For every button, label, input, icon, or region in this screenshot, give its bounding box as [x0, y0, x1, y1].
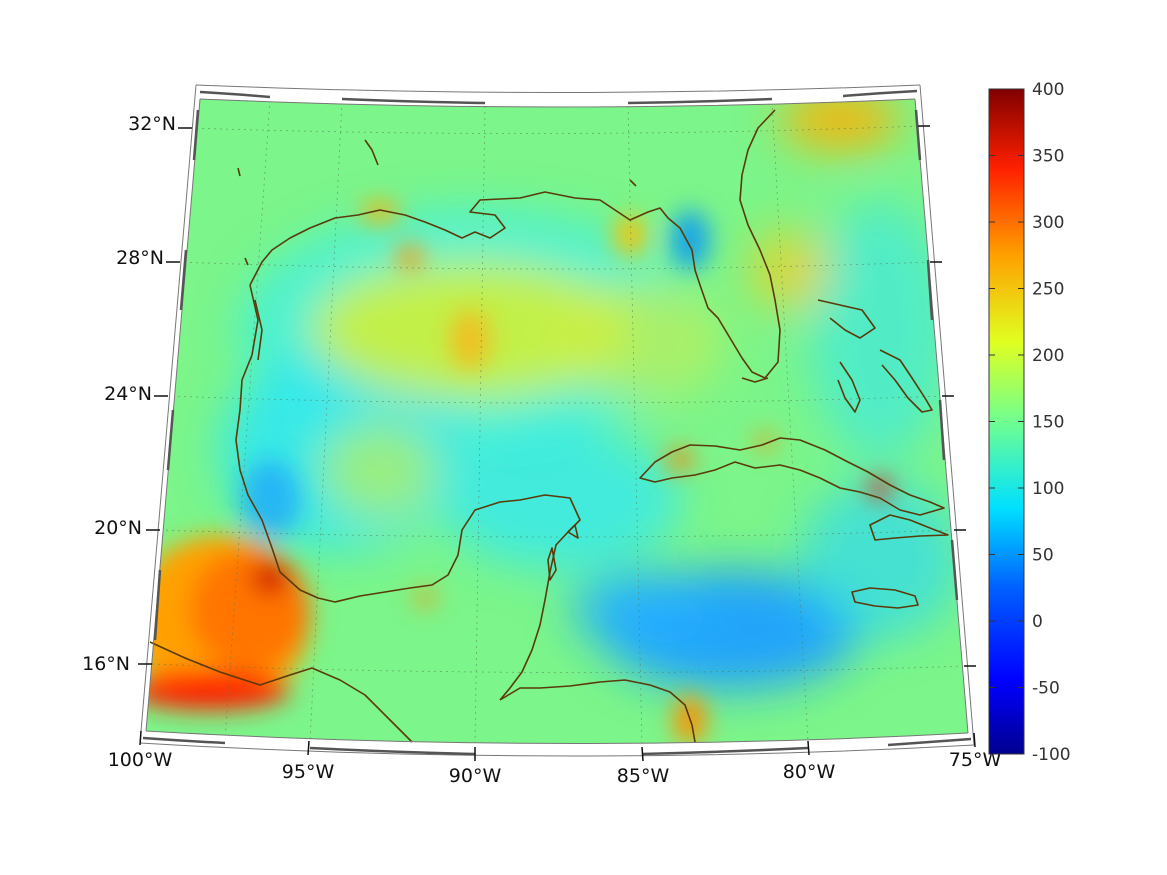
colorbar-label: 200 — [1032, 346, 1064, 366]
colorbar-labels: 400 350 300 250 200 150 100 50 0 -50 -100 — [1032, 80, 1071, 765]
tamaulipas-lagoon — [254, 299, 263, 361]
hispaniola — [869, 514, 949, 541]
lon-label-85: 85°W — [617, 765, 670, 787]
colorbar-label: 250 — [1032, 280, 1064, 300]
lat-label-32: 32°N — [128, 113, 176, 135]
colorbar-label: 350 — [1032, 147, 1064, 167]
lon-label-100: 100°W — [108, 749, 173, 771]
us-gulf-coast — [249, 109, 781, 379]
frame-segments — [142, 89, 972, 756]
lat-label-28: 28°N — [116, 247, 164, 269]
colorbar-label: 50 — [1032, 546, 1054, 566]
lon-label-90: 90°W — [449, 765, 502, 787]
lon-label-75: 75°W — [949, 749, 1002, 771]
florida-keys — [741, 377, 769, 383]
longitude-labels: 100°W 95°W 90°W 85°W 80°W 75°W — [108, 749, 1002, 787]
jamaica — [851, 587, 919, 609]
axis-ticks — [138, 125, 976, 762]
lat-label-20: 20°N — [94, 517, 142, 539]
latitude-labels: 32°N 28°N 24°N 20°N 16°N — [82, 113, 176, 675]
lat-label-16: 16°N — [82, 653, 130, 675]
central-america-coast — [499, 679, 696, 743]
colorbar-label: 150 — [1032, 413, 1064, 433]
lat-label-24: 24°N — [104, 383, 152, 405]
map-gridlines — [151, 99, 967, 744]
coastlines — [149, 109, 949, 743]
colorbar-label: 400 — [1032, 80, 1064, 100]
colorbar-label: 300 — [1032, 213, 1064, 233]
pacific-coast — [149, 641, 413, 743]
lon-label-80: 80°W — [783, 761, 836, 783]
colorbar-label: -50 — [1032, 679, 1060, 699]
colorbar: 400 350 300 250 200 150 100 50 0 -50 -100 — [988, 80, 1071, 765]
cuba — [639, 437, 945, 516]
isla-mujeres-cozumel — [547, 524, 579, 581]
bahamas — [817, 299, 933, 413]
colorbar-ticks — [989, 88, 1024, 755]
colorbar-label: 0 — [1032, 612, 1043, 632]
louisiana-islands — [237, 139, 637, 266]
heatmap-field — [146, 99, 968, 744]
lon-label-95: 95°W — [282, 761, 335, 783]
colorbar-label: 100 — [1032, 479, 1064, 499]
colorbar-label: -100 — [1032, 745, 1071, 765]
